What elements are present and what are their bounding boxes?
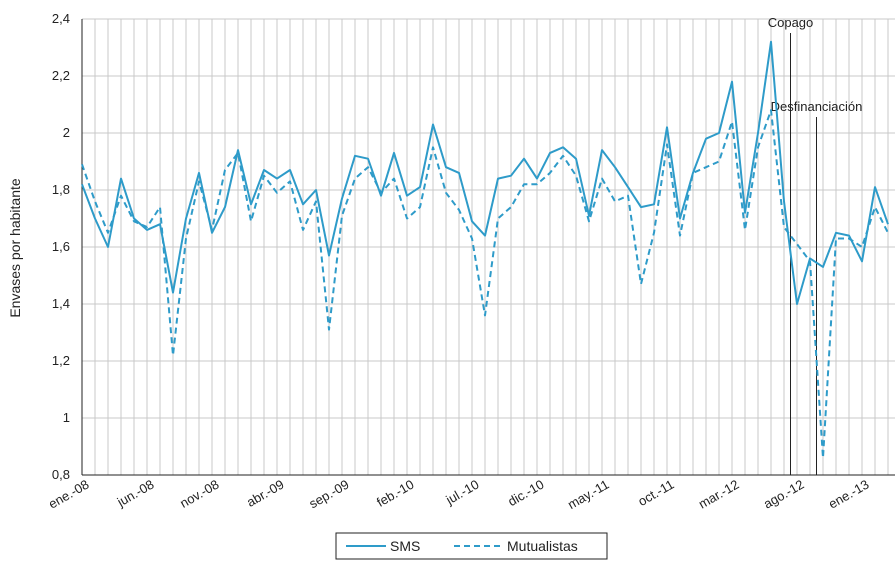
y-axis: 0,8 1 1,2 1,4 1,6 1,8 2 2,2 2,4 bbox=[52, 11, 83, 482]
x-tick-label: ene.-13 bbox=[826, 477, 872, 512]
x-axis: ene.-08 jun.-08 nov.-08 abr.-09 sep.-09 feb.-… bbox=[46, 474, 895, 513]
y-tick-label: 1,6 bbox=[52, 239, 70, 254]
event-lines: Copago Desfinanciación bbox=[768, 15, 863, 475]
event-label: Desfinanciación bbox=[771, 99, 863, 114]
y-tick-label: 2,2 bbox=[52, 68, 70, 83]
legend-label-sms: SMS bbox=[390, 538, 420, 554]
x-tick-label: oct.-11 bbox=[635, 477, 676, 509]
series-lines bbox=[81, 40, 889, 459]
y-tick-label: 1,2 bbox=[52, 353, 70, 368]
y-tick-label: 1 bbox=[63, 410, 70, 425]
x-tick-label: abr.-09 bbox=[244, 477, 287, 510]
legend: SMS Mutualistas bbox=[335, 532, 608, 560]
event-label: Copago bbox=[768, 15, 814, 30]
x-tick-label: may.-11 bbox=[565, 477, 611, 513]
y-tick-label: 2,4 bbox=[52, 11, 70, 26]
y-tick-label: 0,8 bbox=[52, 467, 70, 482]
legend-label-mutualistas: Mutualistas bbox=[507, 538, 578, 554]
x-tick-label: feb.-10 bbox=[374, 477, 417, 510]
x-tick-label: dic.-10 bbox=[505, 477, 546, 510]
x-tick-label: jul.-10 bbox=[442, 477, 481, 508]
x-tick-label: mar.-12 bbox=[696, 477, 742, 512]
y-tick-label: 1,4 bbox=[52, 296, 70, 311]
y-axis-title: Envases por habitante bbox=[7, 178, 23, 318]
gridlines bbox=[81, 18, 895, 476]
x-tick-label: jun.-08 bbox=[114, 477, 157, 510]
x-tick-label: sep.-09 bbox=[306, 477, 351, 512]
series-line-mutualistas bbox=[81, 109, 889, 459]
y-tick-label: 2 bbox=[63, 125, 70, 140]
x-tick-label: ago.-12 bbox=[761, 477, 807, 512]
y-tick-label: 1,8 bbox=[52, 182, 70, 197]
x-tick-label: nov.-08 bbox=[177, 477, 221, 511]
series-line-sms bbox=[81, 40, 889, 305]
